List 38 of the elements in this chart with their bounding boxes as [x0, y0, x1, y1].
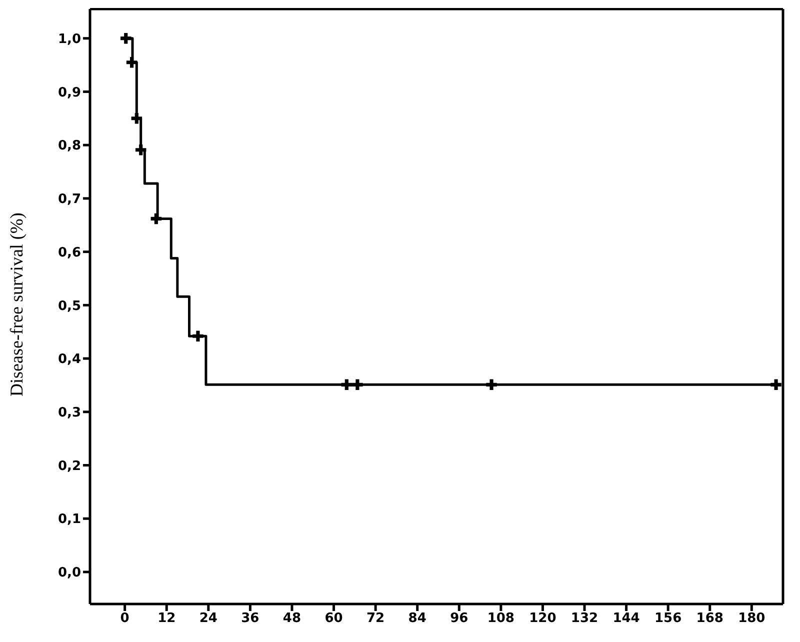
x-tick-label: 144	[612, 611, 640, 626]
point	[770, 379, 782, 390]
y-tick-label: 0,9	[58, 85, 81, 100]
x-tick-label: 96	[450, 611, 468, 626]
x-tick-label: 0	[120, 611, 130, 626]
point	[192, 330, 204, 342]
x-tick-label: 24	[199, 611, 218, 626]
y-axis-title: Disease-free survival (%)	[6, 212, 26, 396]
y-tick-label: 0,6	[58, 245, 81, 260]
point	[131, 113, 142, 124]
x-tick-label: 72	[366, 611, 385, 626]
y-tick-label: 0,8	[58, 138, 81, 154]
x-tick-label: 168	[696, 611, 724, 626]
y-tick-label: 0,7	[58, 192, 81, 208]
point	[486, 379, 497, 390]
point	[341, 379, 352, 390]
x-tick-label: 120	[529, 611, 556, 626]
x-tick-label: 36	[241, 611, 260, 626]
y-tick-label: 0,5	[58, 298, 81, 314]
point	[150, 213, 162, 224]
y-tick-label: 0,1	[58, 512, 81, 528]
x-tick-label: 180	[738, 611, 766, 626]
x-tick-label: 84	[408, 611, 426, 626]
x-tick-label: 132	[570, 611, 598, 626]
x-tick-label: 12	[158, 611, 176, 626]
point	[120, 32, 132, 44]
y-tick-label: 1,0	[58, 32, 81, 47]
x-tick-label: 48	[282, 611, 302, 626]
x-tick-label: 156	[654, 611, 682, 626]
y-tick-label: 0,3	[58, 406, 81, 421]
point	[126, 56, 138, 68]
y-tick-label: 0,2	[58, 458, 81, 474]
x-tick-label: 108	[487, 611, 514, 626]
point	[135, 144, 146, 156]
point	[352, 379, 363, 390]
x-tick-label: 60	[324, 611, 343, 626]
y-tick-label: 0,4	[58, 352, 81, 368]
y-tick-label: 0,0	[58, 566, 81, 581]
